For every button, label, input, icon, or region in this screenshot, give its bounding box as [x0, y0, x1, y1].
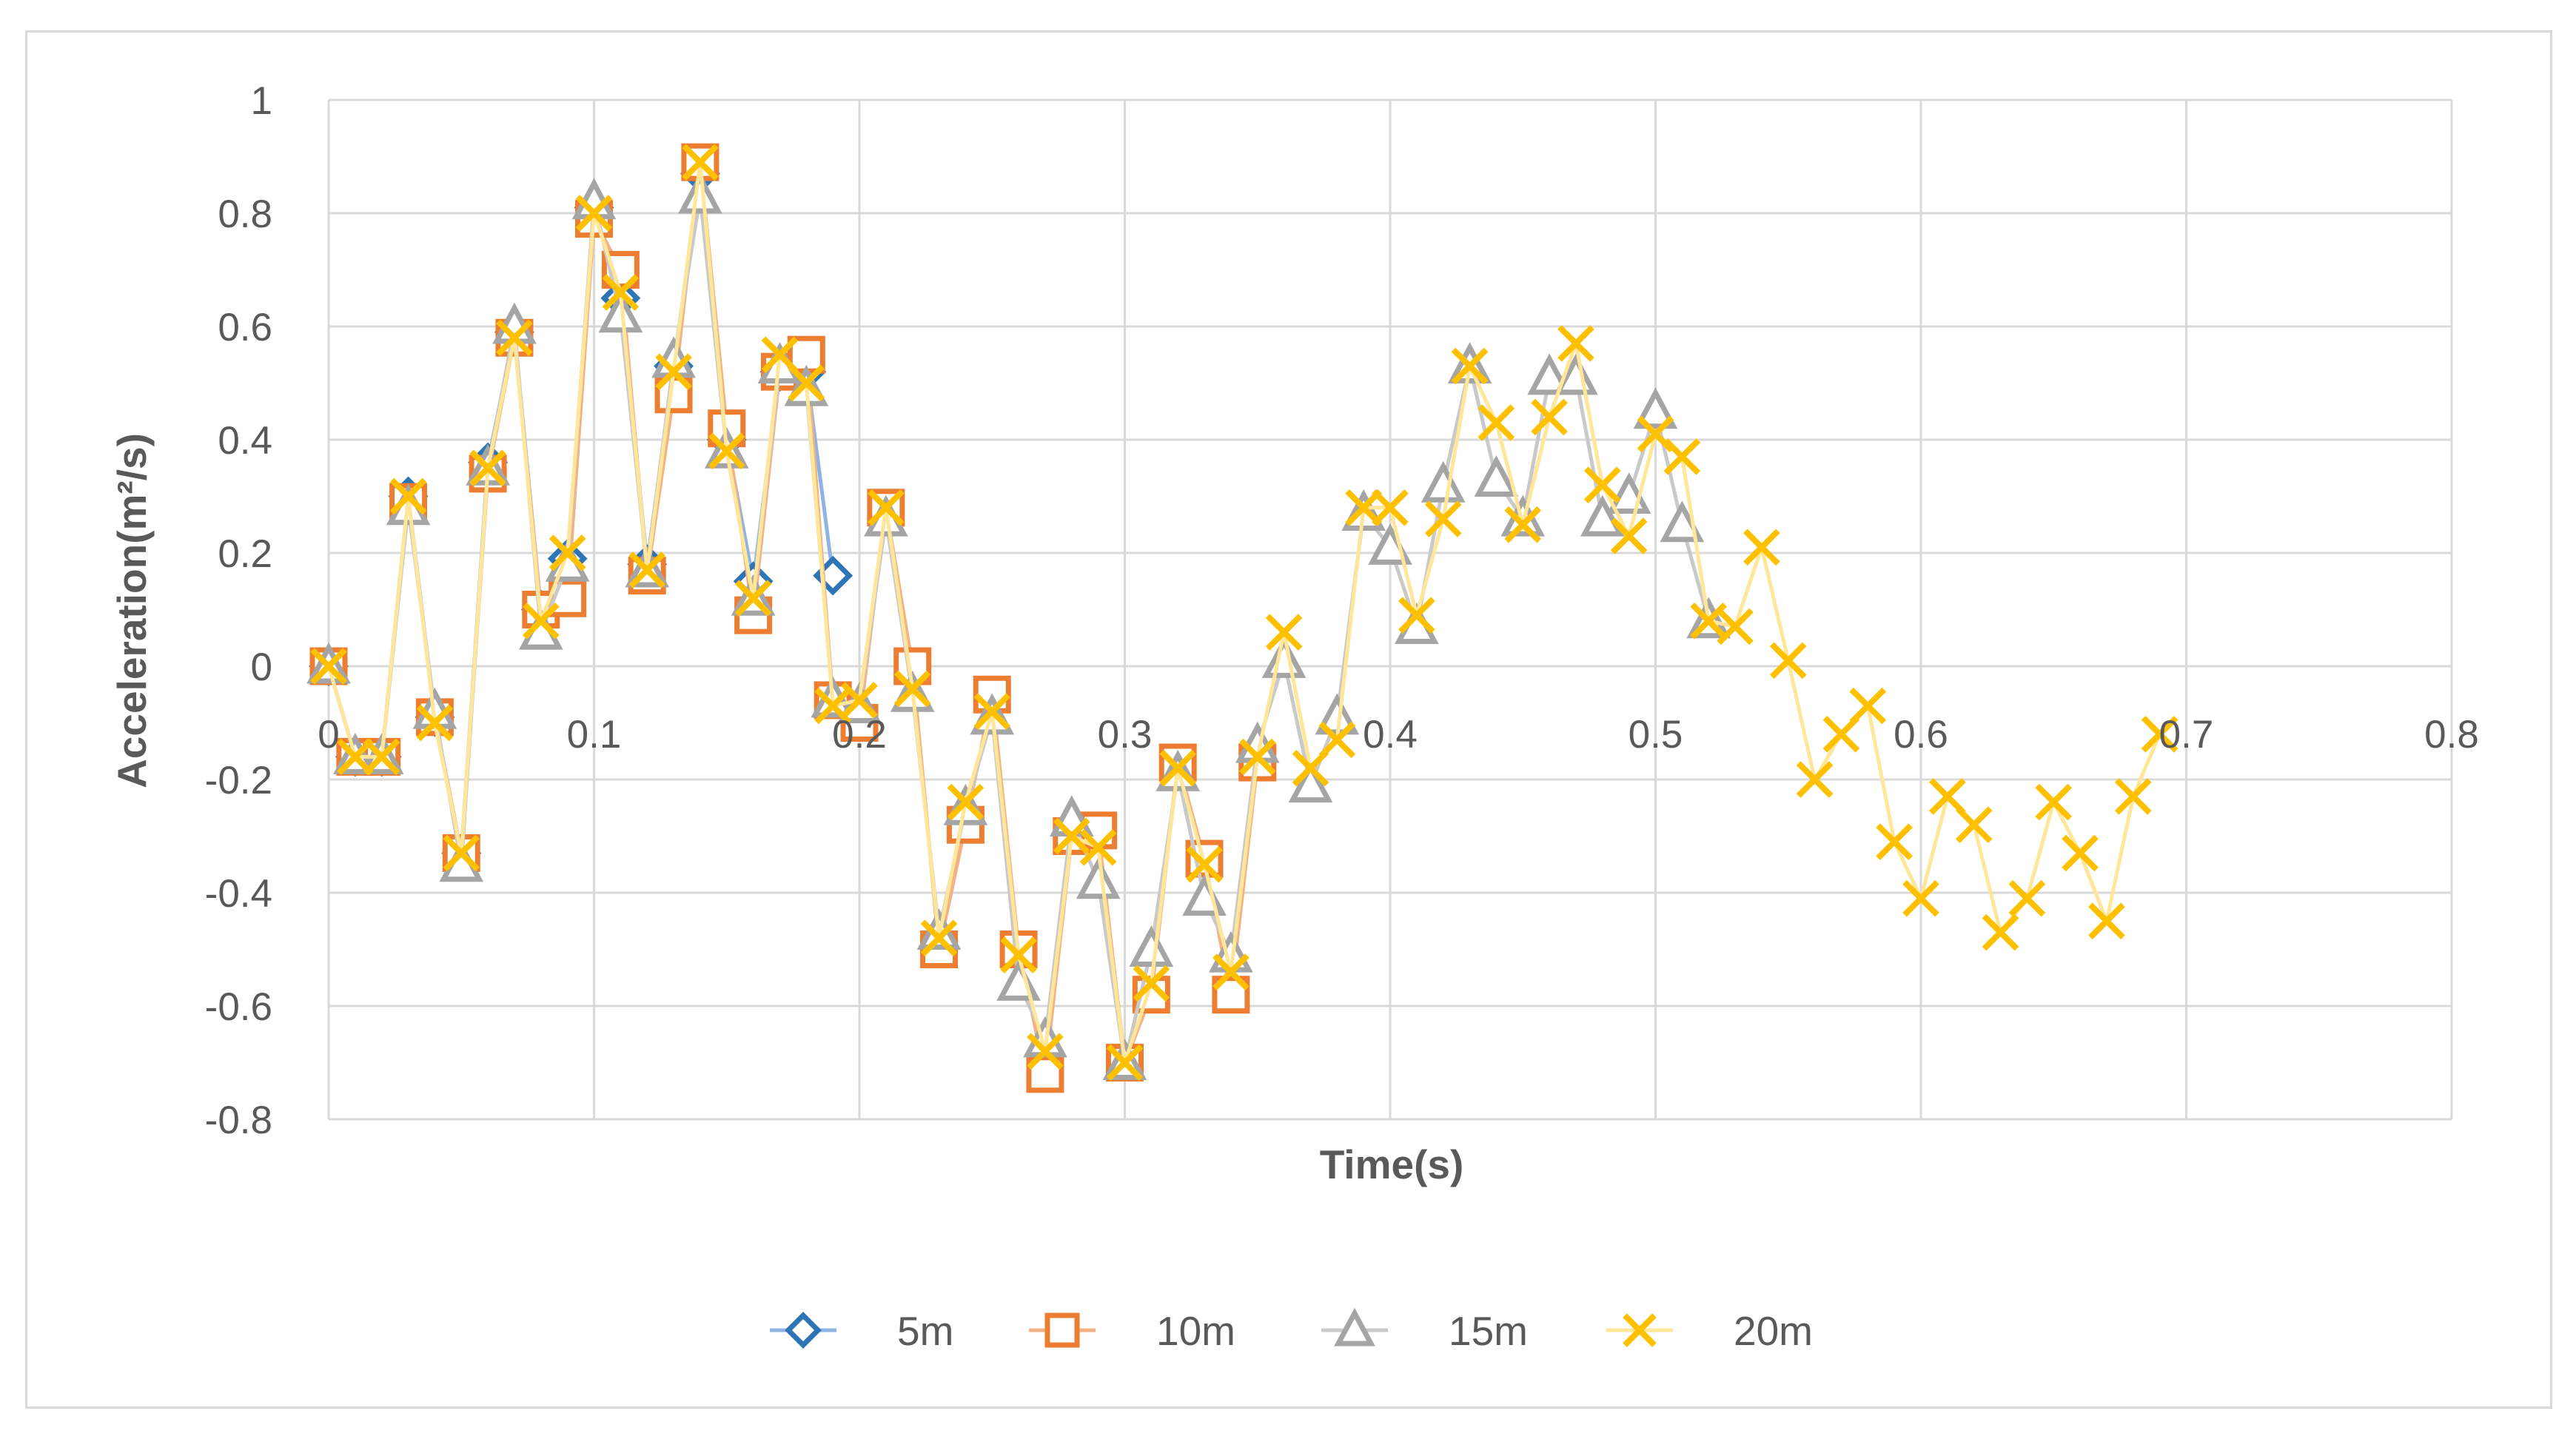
legend: 5m 10m 15m 20m — [770, 1308, 1813, 1354]
grid — [329, 100, 2452, 1119]
y-tick-label: 0.8 — [218, 192, 272, 236]
y-tick-label: 0.2 — [218, 532, 272, 576]
y-axis-title: Acceleration(m²/s) — [109, 433, 155, 788]
data-point-15m — [682, 178, 718, 211]
data-point-20m — [1958, 808, 1990, 841]
legend-marker-diamond — [788, 1315, 818, 1345]
x-tick-label: 0 — [318, 713, 339, 757]
legend-label: 20m — [1734, 1308, 1813, 1354]
legend-item-15m: 15m — [1321, 1308, 1528, 1354]
data-point-20m — [1745, 531, 1778, 563]
x-tick-label: 0.7 — [2159, 713, 2214, 757]
x-axis-title: Time(s) — [1320, 1141, 1464, 1187]
y-tick-label: -0.8 — [205, 1099, 272, 1142]
legend-item-20m: 20m — [1606, 1308, 1813, 1354]
series-20m — [312, 146, 2176, 1079]
data-point-20m — [1851, 690, 1884, 722]
x-tick-label: 0.5 — [1629, 713, 1683, 757]
data-point-20m — [1772, 644, 1805, 677]
data-point-20m — [2037, 786, 2070, 819]
series-group — [311, 146, 2176, 1090]
data-point-15m — [1133, 931, 1169, 965]
data-point-15m — [1081, 863, 1116, 896]
x-tick-label: 0.6 — [1894, 713, 1948, 757]
y-tick-label: -0.6 — [205, 985, 272, 1029]
legend-label: 10m — [1156, 1308, 1235, 1354]
data-point-20m — [2090, 905, 2123, 937]
data-point-20m — [1878, 825, 1911, 858]
data-point-15m — [1426, 466, 1461, 500]
x-tick-label: 0.2 — [832, 713, 887, 757]
data-point-20m — [2064, 836, 2096, 869]
legend-item-5m: 5m — [770, 1308, 953, 1354]
y-tick-label: -0.2 — [205, 759, 272, 802]
x-tick-label: 0.3 — [1098, 713, 1153, 757]
y-tick-label: 0.4 — [218, 419, 272, 463]
data-point-20m — [2117, 780, 2150, 813]
legend-item-10m: 10m — [1029, 1308, 1235, 1354]
x-tick-label: 0.1 — [567, 713, 622, 757]
series-10m — [312, 146, 1274, 1090]
y-tick-label: -0.4 — [205, 872, 272, 916]
y-tick-label: 0.6 — [218, 306, 272, 349]
legend-label: 5m — [897, 1308, 953, 1354]
legend-marker-square — [1047, 1315, 1077, 1345]
x-tick-label: 0.8 — [2424, 713, 2479, 757]
series-line-10m — [329, 162, 1258, 1074]
data-point-20m — [1985, 916, 2017, 949]
data-point-20m — [2010, 882, 2043, 915]
data-point-20m — [1427, 503, 1460, 535]
data-point-20m — [1533, 400, 1566, 433]
y-tick-label: 0 — [251, 645, 272, 689]
legend-label: 15m — [1449, 1308, 1528, 1354]
x-tick-label: 0.4 — [1363, 713, 1418, 757]
y-tick-label: 1 — [251, 79, 272, 123]
